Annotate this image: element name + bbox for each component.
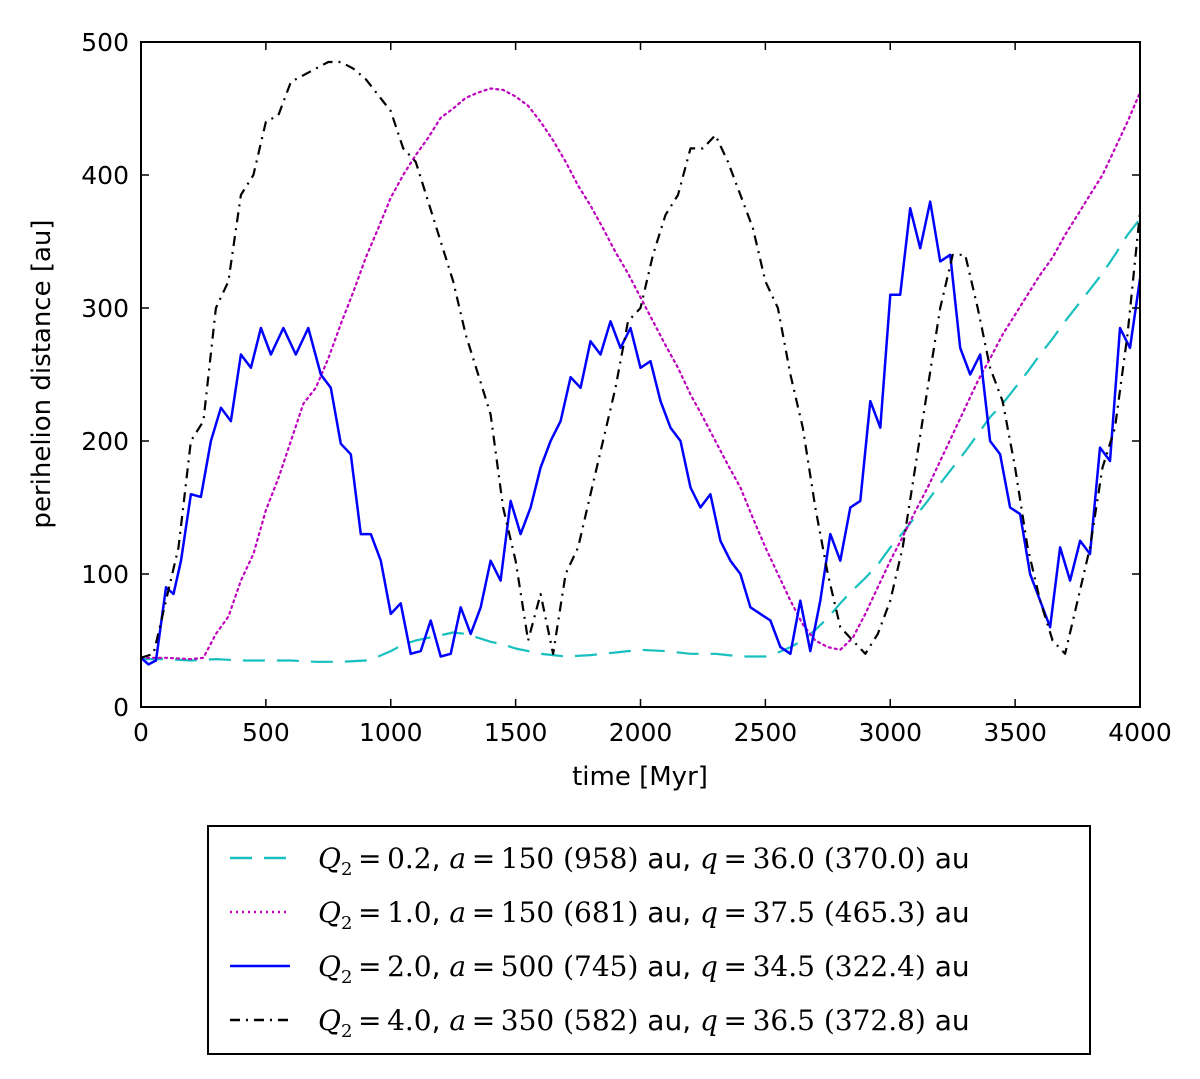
x-axis: 0 500 1000 1500 2000 2500 3000 3500 4000 <box>133 42 1172 747</box>
legend-label-2: Q2 = 1.0, a = 150 (681) au, q = 37.5 (46… <box>318 896 970 934</box>
y-axis-label: perihelion distance [au] <box>27 219 57 528</box>
y-tick-label: 200 <box>81 427 129 456</box>
legend-label-3: Q2 = 2.0, a = 500 (745) au, q = 34.5 (32… <box>318 950 970 988</box>
series-line-2 <box>141 87 1140 661</box>
x-axis-label: time [Myr] <box>572 762 708 792</box>
series-line-1 <box>141 218 1140 663</box>
legend: Q2 = 0.2, a = 150 (958) au, q = 36.0 (37… <box>230 842 970 1042</box>
x-tick-label: 2500 <box>734 718 798 747</box>
x-tick-label: 1000 <box>359 718 423 747</box>
plot-area <box>141 42 1140 707</box>
legend-label-1: Q2 = 0.2, a = 150 (958) au, q = 36.0 (37… <box>318 842 970 880</box>
x-tick-label: 4000 <box>1108 718 1172 747</box>
y-axis: 0 100 200 300 400 500 <box>81 28 1140 722</box>
y-tick-label: 0 <box>113 693 129 722</box>
x-tick-label: 1500 <box>484 718 548 747</box>
x-tick-label: 3500 <box>983 718 1047 747</box>
x-tick-label: 0 <box>133 718 149 747</box>
y-tick-label: 300 <box>81 294 129 323</box>
legend-box <box>207 825 1091 1055</box>
legend-label-4: Q2 = 4.0, a = 350 (582) au, q = 36.5 (37… <box>318 1004 970 1042</box>
x-tick-label: 3000 <box>858 718 922 747</box>
y-tick-label: 500 <box>81 28 129 57</box>
series-layer <box>141 60 1140 666</box>
x-tick-label: 2000 <box>609 718 673 747</box>
y-tick-label: 400 <box>81 161 129 190</box>
y-tick-label: 100 <box>81 560 129 589</box>
x-tick-label: 500 <box>242 718 290 747</box>
series-line-4 <box>141 60 1140 659</box>
series-line-3 <box>141 200 1140 666</box>
